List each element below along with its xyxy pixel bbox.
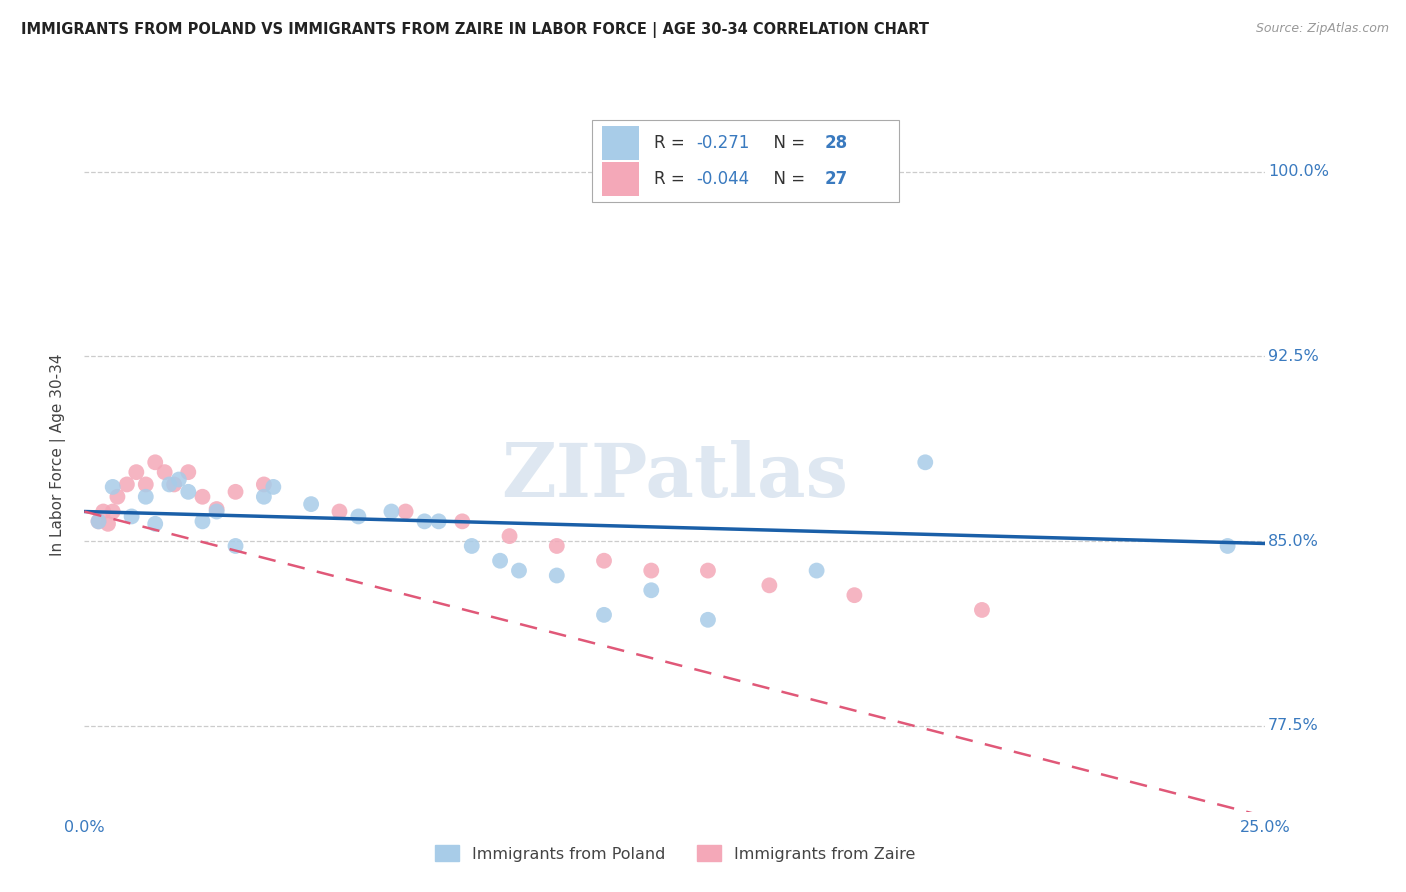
Text: 28: 28 — [825, 134, 848, 152]
Point — [97, 516, 120, 531]
Point — [205, 502, 228, 516]
Point — [347, 509, 370, 524]
Point — [546, 568, 568, 582]
FancyBboxPatch shape — [602, 127, 640, 160]
Point — [970, 603, 993, 617]
Point — [121, 509, 143, 524]
Point — [157, 477, 180, 491]
Point — [427, 514, 450, 528]
Point — [135, 490, 157, 504]
Point — [135, 477, 157, 491]
Point — [253, 477, 276, 491]
Point — [253, 490, 276, 504]
Legend: Immigrants from Poland, Immigrants from Zaire: Immigrants from Poland, Immigrants from … — [429, 838, 921, 868]
Point — [844, 588, 866, 602]
Text: 92.5%: 92.5% — [1268, 349, 1319, 364]
Text: ZIPatlas: ZIPatlas — [502, 440, 848, 513]
Text: Source: ZipAtlas.com: Source: ZipAtlas.com — [1256, 22, 1389, 36]
Point — [1216, 539, 1239, 553]
Point — [758, 578, 780, 592]
Point — [380, 504, 402, 518]
Point — [163, 477, 186, 491]
Point — [225, 539, 247, 553]
Text: -0.044: -0.044 — [696, 169, 749, 187]
Point — [153, 465, 176, 479]
Point — [299, 497, 322, 511]
Point — [413, 514, 436, 528]
Point — [225, 484, 247, 499]
Point — [508, 564, 530, 578]
Point — [101, 504, 124, 518]
Point — [87, 514, 110, 528]
Text: 100.0%: 100.0% — [1268, 164, 1329, 179]
Point — [914, 455, 936, 469]
Point — [143, 455, 166, 469]
FancyBboxPatch shape — [592, 120, 900, 202]
Text: R =: R = — [654, 134, 689, 152]
Text: N =: N = — [763, 169, 811, 187]
Point — [451, 514, 474, 528]
Point — [143, 516, 166, 531]
Y-axis label: In Labor Force | Age 30-34: In Labor Force | Age 30-34 — [49, 353, 66, 557]
Point — [640, 583, 662, 598]
Point — [167, 473, 190, 487]
Point — [87, 514, 110, 528]
Point — [177, 465, 200, 479]
FancyBboxPatch shape — [602, 162, 640, 195]
Point — [546, 539, 568, 553]
Point — [697, 564, 720, 578]
Point — [640, 564, 662, 578]
Text: 77.5%: 77.5% — [1268, 718, 1319, 733]
Text: 27: 27 — [825, 169, 848, 187]
Point — [205, 504, 228, 518]
Point — [177, 484, 200, 499]
Point — [107, 490, 129, 504]
Point — [593, 554, 616, 568]
Point — [498, 529, 520, 543]
Point — [461, 539, 484, 553]
Point — [806, 564, 828, 578]
Text: -0.271: -0.271 — [696, 134, 749, 152]
Point — [262, 480, 284, 494]
Point — [593, 607, 616, 622]
Point — [191, 490, 214, 504]
Point — [115, 477, 138, 491]
Text: IMMIGRANTS FROM POLAND VS IMMIGRANTS FROM ZAIRE IN LABOR FORCE | AGE 30-34 CORRE: IMMIGRANTS FROM POLAND VS IMMIGRANTS FRO… — [21, 22, 929, 38]
Point — [191, 514, 214, 528]
Point — [489, 554, 512, 568]
Point — [394, 504, 416, 518]
Text: R =: R = — [654, 169, 689, 187]
Point — [697, 613, 720, 627]
Text: 85.0%: 85.0% — [1268, 533, 1319, 549]
Point — [101, 480, 124, 494]
Point — [125, 465, 148, 479]
Point — [328, 504, 350, 518]
Point — [91, 504, 114, 518]
Text: N =: N = — [763, 134, 811, 152]
